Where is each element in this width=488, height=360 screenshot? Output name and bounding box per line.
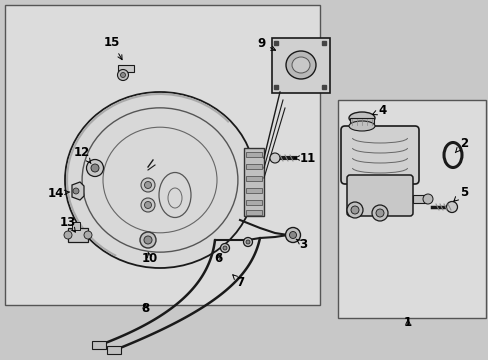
Circle shape [422, 194, 432, 204]
Text: 9: 9 [256, 36, 275, 50]
Bar [245, 188, 262, 193]
Circle shape [143, 236, 152, 244]
Ellipse shape [65, 92, 254, 268]
Circle shape [446, 202, 457, 212]
Circle shape [141, 198, 155, 212]
Ellipse shape [348, 112, 374, 124]
Circle shape [91, 164, 99, 172]
Text: 7: 7 [232, 275, 244, 288]
Bar [245, 164, 262, 169]
Circle shape [120, 72, 125, 77]
Circle shape [64, 231, 72, 239]
Text: 3: 3 [296, 238, 306, 251]
Circle shape [73, 188, 79, 194]
Text: 10: 10 [142, 252, 158, 265]
Circle shape [375, 209, 383, 217]
Circle shape [371, 205, 387, 221]
Circle shape [269, 153, 280, 163]
Text: 12: 12 [74, 145, 91, 163]
Bar [245, 200, 262, 205]
Text: 4: 4 [372, 104, 386, 117]
Text: 8: 8 [141, 302, 149, 315]
Bar [107, 346, 121, 354]
Ellipse shape [291, 57, 309, 73]
Bar [68, 228, 88, 242]
Text: 1: 1 [403, 315, 411, 328]
Bar [245, 210, 262, 215]
FancyBboxPatch shape [346, 175, 412, 216]
Bar [118, 65, 134, 72]
Ellipse shape [285, 51, 315, 79]
Bar [337, 100, 485, 318]
Bar [5, 5, 319, 305]
Circle shape [144, 181, 151, 189]
Bar [412, 195, 427, 203]
Ellipse shape [348, 121, 374, 131]
Circle shape [346, 202, 362, 218]
Text: 6: 6 [213, 252, 222, 265]
Text: 15: 15 [103, 36, 122, 60]
Bar [245, 176, 262, 181]
Circle shape [140, 232, 156, 248]
FancyBboxPatch shape [340, 126, 418, 184]
Circle shape [117, 69, 128, 81]
Circle shape [285, 228, 300, 243]
Circle shape [245, 240, 249, 244]
Bar [92, 341, 106, 349]
Circle shape [223, 246, 226, 250]
Bar [349, 118, 373, 126]
Circle shape [289, 231, 296, 239]
Text: 14: 14 [48, 186, 70, 199]
Bar [271, 38, 329, 93]
Text: 11: 11 [294, 152, 315, 165]
Circle shape [141, 178, 155, 192]
Bar [244, 148, 264, 216]
Circle shape [220, 243, 229, 252]
Circle shape [144, 202, 151, 208]
Bar [72, 222, 80, 230]
Polygon shape [72, 182, 84, 200]
Text: 13: 13 [60, 216, 76, 232]
Circle shape [243, 238, 252, 247]
Circle shape [86, 159, 103, 176]
Circle shape [84, 231, 92, 239]
Bar [245, 152, 262, 157]
Circle shape [350, 206, 358, 214]
Text: 2: 2 [454, 136, 467, 153]
Text: 5: 5 [453, 185, 467, 201]
